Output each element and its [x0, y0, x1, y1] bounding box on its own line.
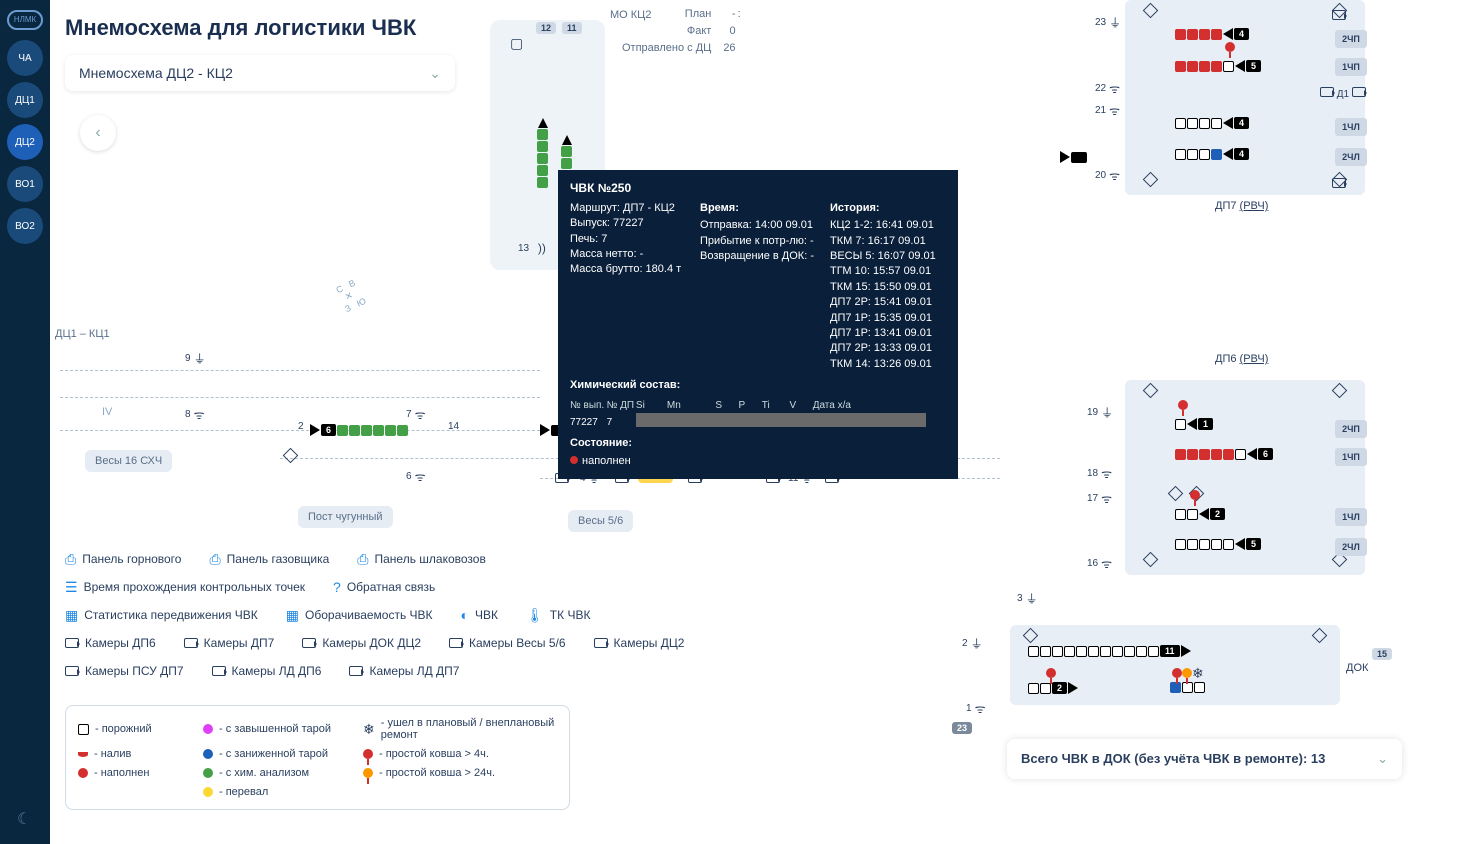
nav-cha[interactable]: ЧА [7, 40, 43, 76]
link-tkchvk[interactable]: 🌡ТК ЧВК [526, 601, 590, 629]
dp6-row1[interactable]: 1 [1175, 418, 1213, 430]
dok-row2[interactable]: 2 [1028, 682, 1078, 694]
device-icon: ▢ [510, 35, 523, 52]
badge-2chp: 2ЧП [1335, 30, 1367, 48]
vtrain-left[interactable] [537, 118, 548, 188]
link-chvk[interactable]: ◐ЧВК [461, 601, 498, 629]
link-cam-dp7[interactable]: Камеры ДП7 [184, 629, 275, 657]
schema-selector[interactable]: Мнемосхема ДЦ2 - КЦ2 [65, 55, 455, 91]
dp7-loco-solo[interactable] [1060, 151, 1087, 163]
theme-toggle-icon[interactable]: ☾ [17, 809, 31, 829]
chvk-tooltip: ЧВК №250 Маршрут: ДП7 - КЦ2Выпуск: 77227… [558, 170, 958, 479]
link-cam-dp6[interactable]: Камеры ДП6 [65, 629, 156, 657]
sig-9: 9⏚ [185, 350, 205, 366]
compass: С В ✕З Ю [334, 277, 367, 314]
logo: НЛМК [7, 10, 43, 30]
dok-row1[interactable]: 11 [1028, 645, 1191, 657]
sig-14: 14 [448, 418, 468, 434]
train-6[interactable]: 6 [310, 424, 408, 436]
link-cam-ld7[interactable]: Камеры ЛД ДП7 [349, 657, 459, 685]
dp6-row3[interactable]: 2 [1175, 508, 1225, 520]
legend: - порожний - с завышенной тарой ❄- ушел … [65, 705, 570, 810]
dp6-title: ДП6 (РВЧ) [1215, 353, 1268, 365]
link-cam-ld6[interactable]: Камеры ЛД ДП6 [212, 657, 322, 685]
dp7-row4[interactable]: 4 [1175, 148, 1249, 160]
chip-23: 23 [952, 722, 972, 734]
chip-15: 15 [1372, 648, 1392, 660]
link-gazov[interactable]: ⎙Панель газовщика [209, 545, 329, 573]
sig-6: 6ᯤ [406, 468, 426, 484]
box-vesy56[interactable]: Весы 5/6 [568, 510, 633, 532]
sig-7: 7ᯤ [406, 406, 426, 422]
link-gornov[interactable]: ⎙Панель горнового [65, 545, 181, 573]
page-title: Мнемосхема для логистики ЧВК [65, 15, 416, 41]
link-time[interactable]: ☰Время прохождения контрольных точек [65, 573, 305, 601]
dok-total[interactable]: Всего ЧВК в ДОК (без учёта ЧВК в ремонте… [1007, 739, 1402, 779]
nav-dc2[interactable]: ДЦ2 [7, 124, 43, 160]
dp7-row2[interactable]: 5 [1175, 60, 1261, 72]
link-cam-dok[interactable]: Камеры ДОК ДЦ2 [302, 629, 421, 657]
box-vesy16[interactable]: Весы 16 СХЧ [85, 450, 172, 472]
vtrain-right[interactable] [561, 135, 572, 169]
dp7-row3[interactable]: 4 [1175, 117, 1249, 129]
nav-vo2[interactable]: ВО2 [7, 208, 43, 244]
stats-overlay: План-: Факт0 Отправлено с ДЦ26 [620, 5, 743, 58]
link-stats[interactable]: ▦Статистика передвижения ЧВК [65, 601, 258, 629]
badge-1chp: 1ЧП [1335, 58, 1367, 76]
back-button[interactable]: ‹ [80, 115, 116, 151]
link-feedback[interactable]: ?Обратная связь [333, 573, 435, 601]
link-cam-psu[interactable]: Камеры ПСУ ДП7 [65, 657, 184, 685]
link-shlak[interactable]: ⎙Панель шлаковозов [357, 545, 486, 573]
nav-dc1[interactable]: ДЦ1 [7, 82, 43, 118]
link-cam-dc2[interactable]: Камеры ДЦ2 [594, 629, 685, 657]
nav-vo1[interactable]: ВО1 [7, 166, 43, 202]
chip-11: 11 [562, 22, 582, 34]
chip-12: 12 [536, 22, 556, 34]
dp6-row2[interactable]: 6 [1175, 448, 1273, 460]
dc1-kc1-label: ДЦ1 – КЦ1 [55, 328, 110, 340]
sig-8: 8ᯤ [185, 406, 205, 422]
dp7-title: ДП7 (РВЧ) [1215, 200, 1268, 212]
badge-1chl: 1ЧЛ [1335, 118, 1367, 136]
badge-2chl: 2ЧЛ [1335, 148, 1367, 166]
dok-title: ДОК [1346, 662, 1368, 674]
roman-iv: IV [102, 406, 112, 418]
link-cam-vesy[interactable]: Камеры Весы 5/6 [449, 629, 566, 657]
dp7-row1[interactable]: 4 [1175, 28, 1249, 40]
dp6-row4[interactable]: 5 [1175, 538, 1261, 550]
box-post[interactable]: Пост чугунный [298, 506, 393, 528]
sig-c [285, 447, 305, 463]
link-oborot[interactable]: ▦Оборачиваемость ЧВК [286, 601, 433, 629]
links-panel: ⎙Панель горнового ⎙Панель газовщика ⎙Пан… [65, 545, 725, 685]
